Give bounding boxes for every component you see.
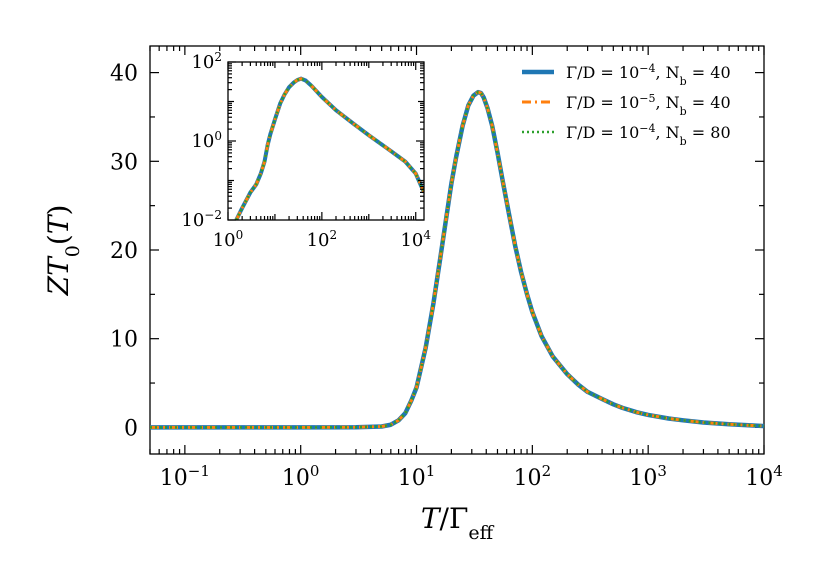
x-tick-label: 101 — [398, 462, 436, 491]
x-tick-label: 10−1 — [160, 462, 210, 491]
y-tick-label: 10 — [110, 328, 138, 353]
main-ticks: 10−1 100 101 102 103 104 0 10 20 30 40 — [110, 46, 783, 491]
y-tick-label: 30 — [110, 150, 138, 175]
x-tick-label: 102 — [514, 462, 552, 491]
inset-curves — [234, 76, 424, 220]
inset-y-tick-label: 102 — [191, 50, 222, 73]
inset-background — [228, 62, 424, 220]
x-tick-label: 100 — [282, 462, 320, 491]
inset-x-tick-label: 104 — [400, 228, 431, 251]
x-axis-label: T/Γeff — [421, 502, 495, 544]
inset-x-tick-label: 102 — [307, 228, 338, 251]
inset-x-tick-label: 100 — [213, 228, 244, 251]
legend-label-3: Γ/D = 10−4, Nb = 80 — [566, 122, 731, 148]
y-tick-label: 20 — [110, 239, 138, 264]
inset-series-line-2 — [234, 77, 424, 220]
legend-label-2: Γ/D = 10−5, Nb = 40 — [566, 92, 731, 118]
series-line-3 — [150, 90, 765, 429]
inset-y-tick-label: 100 — [191, 129, 222, 152]
legend: Γ/D = 10−4, Nb = 40 Γ/D = 10−5, Nb = 40 Γ/… — [522, 62, 731, 148]
x-tick-label: 104 — [745, 462, 783, 491]
x-tick-label: 103 — [629, 462, 667, 491]
y-axis-label: ZT0(T) — [42, 205, 84, 297]
y-tick-label: 0 — [124, 416, 138, 441]
main-curves — [150, 89, 765, 430]
legend-label-1: Γ/D = 10−4, Nb = 40 — [566, 62, 731, 88]
inset-y-tick-label: 10−2 — [181, 208, 222, 231]
y-tick-label: 40 — [110, 62, 138, 87]
inset-series-line-3 — [235, 77, 424, 220]
